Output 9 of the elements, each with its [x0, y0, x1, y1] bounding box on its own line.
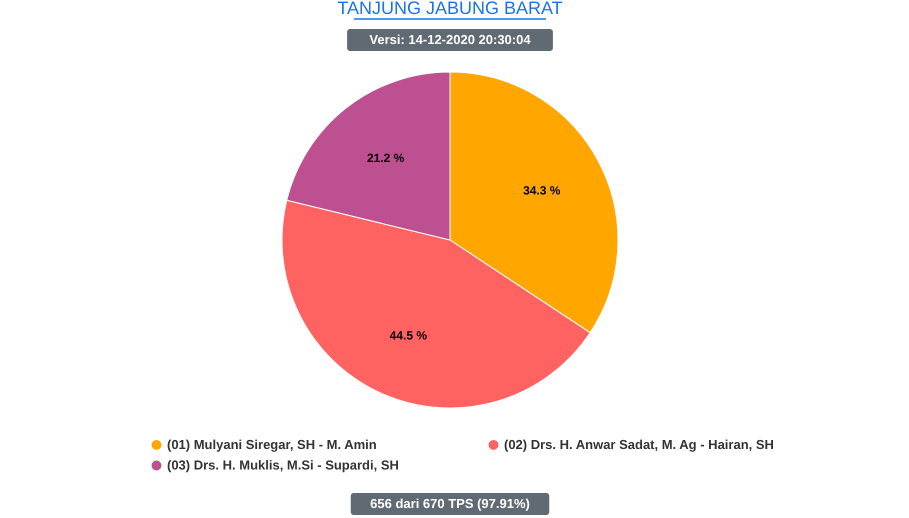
text: 656 dari 670 TPS (97.91%)	[370, 496, 530, 511]
legend-label: (03) Drs. H. Muklis, M.Si - Supardi, SH	[167, 458, 399, 472]
data-label: 21.2 %	[366, 151, 405, 166]
data-label: 34.3 %	[523, 184, 561, 198]
data-label: 44.5 %	[390, 328, 428, 342]
chart-title: TANJUNG JABUNG BARAT	[337, 0, 563, 18]
legend-label: (01) Mulyani Siregar, SH - M. Amin	[167, 436, 377, 452]
legend-label: (02) Drs. H. Anwar Sadat, M. Ag - Hairan, SH	[504, 436, 774, 452]
chart-subtitle: Versi: 14-12-2020 20:30:04	[369, 32, 532, 47]
